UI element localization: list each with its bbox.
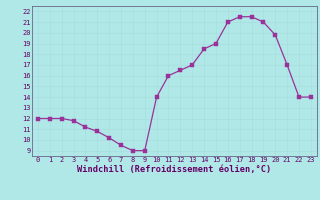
X-axis label: Windchill (Refroidissement éolien,°C): Windchill (Refroidissement éolien,°C) [77, 165, 272, 174]
